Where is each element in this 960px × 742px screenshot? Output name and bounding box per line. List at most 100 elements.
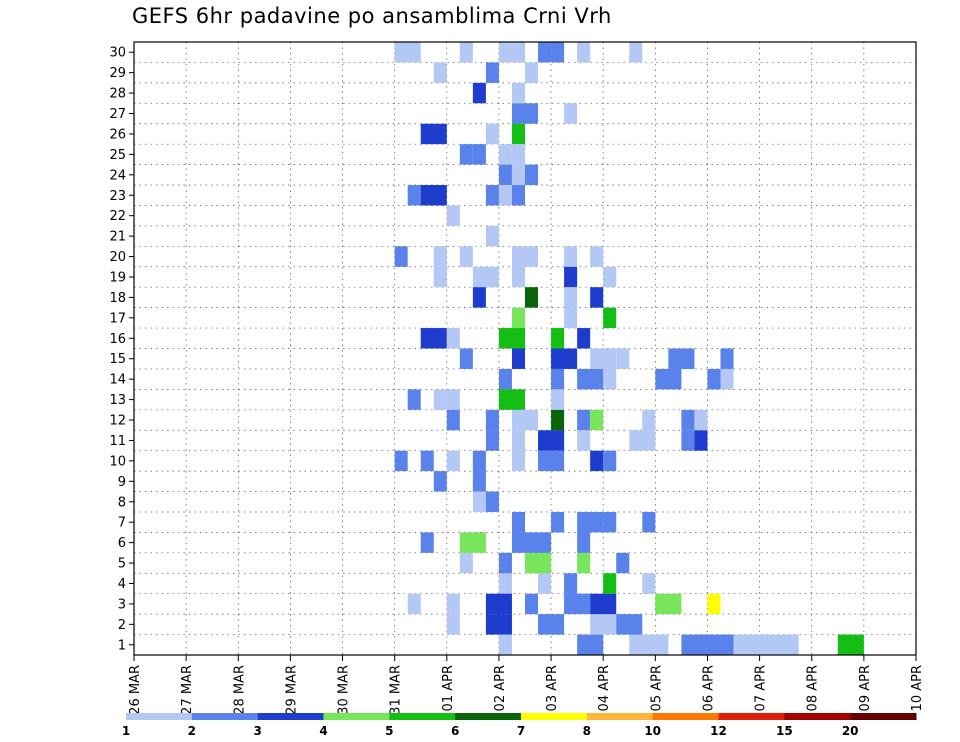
precip-cell bbox=[655, 368, 682, 390]
y-tick-label: 28 bbox=[109, 87, 126, 102]
precip-cell bbox=[511, 430, 525, 451]
precip-cell bbox=[459, 348, 473, 369]
precip-cell bbox=[720, 348, 734, 369]
precip-cell bbox=[590, 348, 617, 369]
precip-cell bbox=[733, 634, 799, 655]
precip-cell bbox=[590, 246, 604, 267]
colorbar-label: 1 bbox=[122, 724, 130, 738]
precip-cell bbox=[668, 348, 695, 369]
x-tick-label: 01 APR bbox=[441, 665, 456, 711]
precip-cell bbox=[603, 266, 617, 288]
precip-cell bbox=[459, 532, 486, 553]
precip-cell bbox=[498, 42, 525, 63]
precip-cell bbox=[511, 185, 525, 206]
precip-cell bbox=[511, 123, 525, 145]
precip-cell bbox=[564, 246, 578, 267]
y-tick-label: 27 bbox=[109, 107, 126, 122]
precip-cell bbox=[394, 450, 408, 472]
y-tick-label: 19 bbox=[109, 270, 126, 285]
colorbar-swatch bbox=[191, 713, 259, 720]
precip-cell bbox=[564, 103, 578, 124]
precip-cell bbox=[837, 634, 864, 655]
precip-cell bbox=[498, 573, 512, 594]
precip-cell bbox=[616, 552, 630, 574]
precip-cell bbox=[707, 368, 721, 390]
colorbar-swatch bbox=[455, 713, 522, 720]
colorbar-label: 8 bbox=[583, 724, 591, 738]
precip-cell bbox=[472, 287, 486, 308]
precip-cell bbox=[446, 614, 460, 635]
precip-cell bbox=[511, 348, 525, 369]
colorbar-label: 7 bbox=[517, 724, 525, 738]
precip-cell bbox=[577, 409, 591, 431]
precip-cell bbox=[459, 552, 473, 574]
colorbar-swatch bbox=[718, 713, 785, 720]
precip-cell bbox=[472, 450, 486, 472]
x-tick-label: 26 MAR bbox=[128, 665, 143, 715]
y-tick-label: 6 bbox=[118, 536, 126, 551]
precip-cell bbox=[394, 246, 408, 267]
colorbar-swatch bbox=[521, 713, 588, 720]
x-tick-label: 10 APR bbox=[910, 665, 925, 711]
x-tick-label: 06 APR bbox=[701, 665, 716, 711]
precip-cell bbox=[472, 471, 486, 492]
precip-cell bbox=[420, 532, 434, 553]
precip-cell bbox=[564, 593, 591, 615]
precip-cell bbox=[577, 328, 591, 349]
precip-cell bbox=[590, 287, 604, 308]
y-tick-label: 23 bbox=[109, 189, 126, 204]
precip-cell bbox=[681, 634, 734, 655]
precip-cell bbox=[551, 368, 565, 390]
precip-cell bbox=[498, 164, 512, 186]
precip-cell bbox=[525, 164, 539, 186]
x-tick-label: 30 MAR bbox=[337, 665, 352, 715]
precip-cell bbox=[694, 409, 708, 431]
colorbar-swatch bbox=[652, 713, 719, 720]
precip-cell bbox=[681, 409, 695, 431]
precip-cell bbox=[485, 593, 512, 615]
colorbar-swatch bbox=[850, 713, 917, 720]
precip-cell bbox=[511, 266, 525, 288]
precip-cell bbox=[603, 573, 617, 594]
precip-cell bbox=[511, 103, 539, 124]
precip-cell bbox=[642, 573, 656, 594]
precip-cell bbox=[577, 532, 591, 553]
precip-cell bbox=[498, 552, 512, 574]
precip-cell bbox=[511, 246, 539, 267]
precip-cell bbox=[577, 634, 604, 655]
precip-cell bbox=[459, 246, 473, 267]
y-tick-label: 26 bbox=[109, 127, 126, 142]
x-tick-label: 02 APR bbox=[493, 665, 508, 711]
colorbar-label: 5 bbox=[385, 724, 393, 738]
precip-cell bbox=[538, 532, 552, 553]
precip-cell bbox=[511, 511, 525, 533]
precip-cell bbox=[525, 593, 539, 615]
precip-cell bbox=[577, 368, 604, 390]
precip-cell bbox=[642, 409, 656, 431]
y-tick-label: 5 bbox=[118, 557, 126, 572]
precip-cell bbox=[433, 266, 447, 288]
colorbar-swatch bbox=[784, 713, 851, 720]
precip-cell bbox=[485, 185, 499, 206]
y-tick-label: 2 bbox=[118, 618, 126, 633]
precip-cell bbox=[551, 328, 565, 349]
precip-cell bbox=[629, 42, 643, 63]
precip-cell bbox=[564, 266, 578, 288]
x-tick-label: 07 APR bbox=[754, 665, 769, 711]
y-tick-label: 16 bbox=[109, 332, 126, 347]
y-tick-label: 21 bbox=[109, 230, 126, 245]
y-tick-label: 22 bbox=[109, 209, 126, 224]
y-axis-ticks: 1234567891011121314151617181920212223242… bbox=[109, 46, 134, 653]
y-tick-label: 25 bbox=[109, 148, 126, 163]
precip-cell bbox=[603, 450, 617, 472]
precip-cell bbox=[498, 144, 512, 165]
precip-cell bbox=[446, 593, 460, 615]
precip-cell bbox=[485, 225, 499, 247]
precip-cell bbox=[446, 205, 460, 226]
colorbar-swatch bbox=[389, 713, 456, 720]
y-tick-label: 12 bbox=[109, 414, 126, 429]
precip-cell bbox=[511, 307, 525, 329]
precip-cell bbox=[538, 42, 552, 63]
precip-cell bbox=[694, 430, 708, 451]
precip-cell bbox=[498, 389, 525, 410]
